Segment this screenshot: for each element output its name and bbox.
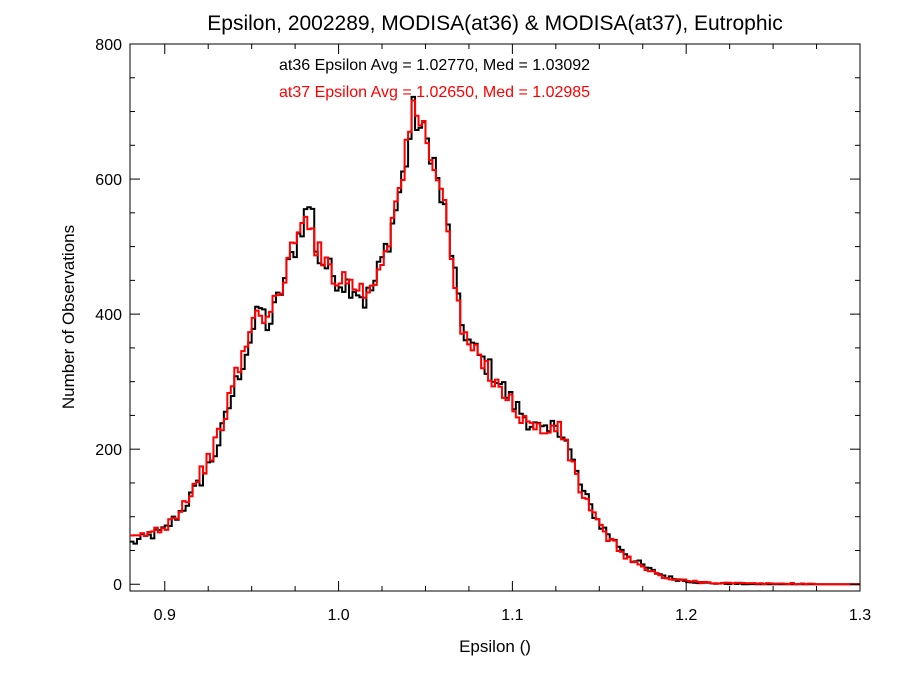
plot-border	[129, 43, 861, 592]
y-tick-label: 600	[95, 172, 122, 189]
y-axis-label: Number of Observations	[59, 225, 78, 409]
histogram-series-at36	[130, 95, 860, 586]
chart-title: Epsilon, 2002289, MODISA(at36) & MODISA(…	[207, 12, 782, 35]
y-tick-label: 800	[95, 37, 122, 54]
x-tick-label: 1.0	[327, 607, 349, 624]
annotations: at36 Epsilon Avg = 1.02770, Med = 1.0309…	[279, 57, 590, 101]
axis-ticks: 0.9 1.0 1.1 1.2 1.3 0 200 400 600 800	[95, 37, 871, 624]
plot-frame	[129, 43, 861, 592]
histogram-series-at37	[130, 99, 860, 586]
stats-annotation: at37 Epsilon Avg = 1.02650, Med = 1.0298…	[279, 84, 590, 101]
y-tick-label: 400	[95, 307, 122, 324]
stats-annotation: at36 Epsilon Avg = 1.02770, Med = 1.0309…	[279, 57, 590, 74]
series-layer	[130, 95, 860, 586]
x-tick-label: 1.3	[849, 607, 871, 624]
x-tick-label: 0.9	[154, 607, 176, 624]
y-tick-label: 0	[113, 577, 122, 594]
x-tick-label: 1.2	[675, 607, 697, 624]
x-tick-label: 1.1	[501, 607, 523, 624]
x-axis-label: Epsilon ()	[459, 637, 531, 656]
y-tick-label: 200	[95, 442, 122, 459]
